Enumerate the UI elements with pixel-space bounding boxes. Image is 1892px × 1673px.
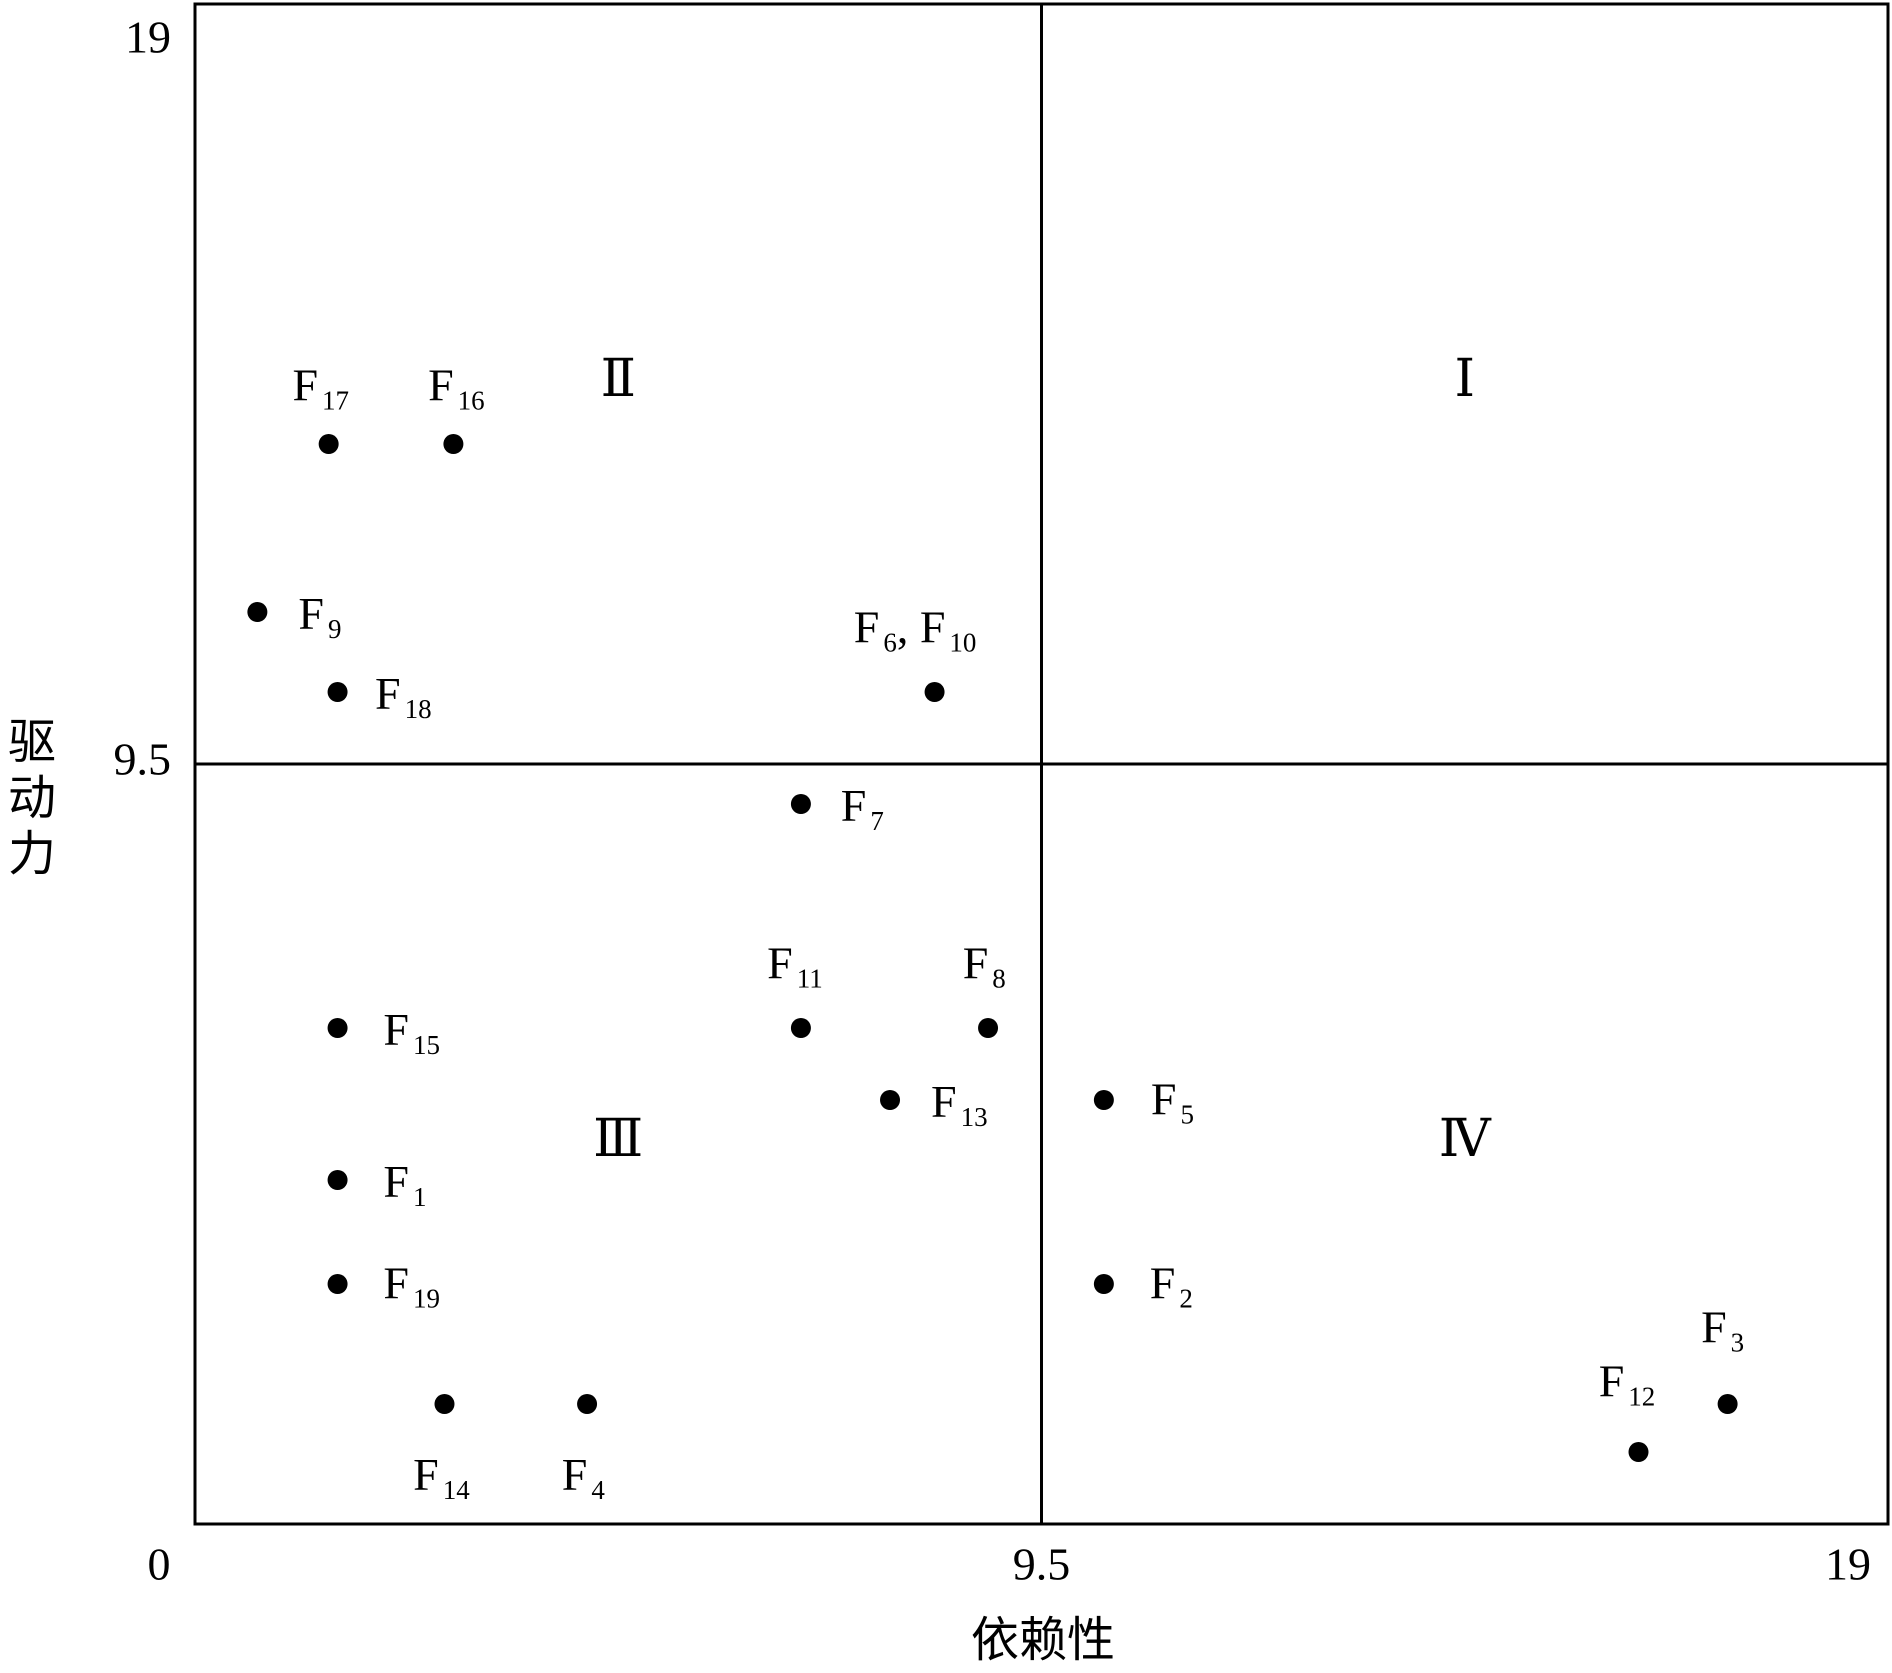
y-tick-label: 19 <box>125 12 171 63</box>
point-label: F 15 <box>383 1004 440 1061</box>
point <box>577 1394 598 1414</box>
quadrant-label: Ⅰ <box>1454 351 1475 408</box>
point-label-sub: 2 <box>1179 1284 1193 1314</box>
point <box>327 682 348 702</box>
point-label-sub: 19 <box>413 1284 440 1314</box>
point-label-sub: 14 <box>443 1475 471 1505</box>
point-label: F 18 <box>375 668 432 725</box>
point-label-sub: 17 <box>322 386 349 416</box>
point-label-main: F <box>428 359 454 410</box>
point-label-sub: 4 <box>591 1475 605 1505</box>
point-label-main: F <box>1150 1257 1176 1308</box>
point-label-sub: 15 <box>413 1030 440 1060</box>
point-label-main: F <box>841 780 867 831</box>
point-label-main: F <box>767 937 793 988</box>
point-label-main: F <box>413 1448 439 1499</box>
point-label-sub: 3 <box>1731 1328 1745 1358</box>
point-label-main: F <box>383 1156 409 1207</box>
point-label-main: F <box>963 937 989 988</box>
quadrant-label: Ⅱ <box>601 351 636 408</box>
point <box>434 1394 455 1414</box>
point <box>790 1018 811 1038</box>
y-tick-label: 9.5 <box>114 734 172 785</box>
point <box>880 1090 901 1110</box>
point-label: F 16 <box>428 359 485 416</box>
point-label-main: F <box>292 359 318 410</box>
point-label-main: F <box>1151 1073 1177 1124</box>
x-axis-title: 依赖性 <box>971 1612 1115 1668</box>
y-axis-title: 驱动力 <box>0 716 55 884</box>
point-label-main: F <box>562 1448 588 1499</box>
point-label-sub: 7 <box>870 806 884 836</box>
quadrant-label: Ⅳ <box>1439 1111 1492 1168</box>
point-label-main: F <box>854 601 880 652</box>
point-label: F 13 <box>931 1076 988 1133</box>
point-label: F 11 <box>767 937 823 994</box>
point <box>318 434 339 454</box>
point-label-main: F <box>1599 1355 1625 1406</box>
point-label: F 14 <box>413 1448 470 1505</box>
point <box>924 682 945 702</box>
point-label-sub: 11 <box>797 964 823 994</box>
point-label-main: F <box>1701 1301 1727 1352</box>
point <box>1093 1274 1114 1294</box>
point <box>1717 1394 1738 1414</box>
point <box>247 602 268 622</box>
point <box>790 794 811 814</box>
point-label-main: , F <box>897 601 946 652</box>
point-label-sub: 18 <box>405 694 432 724</box>
point-label-sub: 12 <box>1628 1382 1655 1412</box>
point <box>327 1274 348 1294</box>
point-label-sub: 13 <box>961 1102 988 1132</box>
point <box>327 1018 348 1038</box>
x-tick-label: 0 <box>148 1539 171 1590</box>
point-label-sub: 16 <box>458 386 485 416</box>
point-label-sub: 9 <box>328 614 342 644</box>
point-label: F 19 <box>383 1257 440 1314</box>
point <box>978 1018 999 1038</box>
point-label: F 12 <box>1599 1355 1656 1412</box>
point-label-main: F <box>931 1076 957 1127</box>
point-label-main: F <box>298 588 324 639</box>
point <box>1628 1442 1649 1462</box>
x-tick-label: 9.5 <box>1013 1539 1071 1590</box>
point-label-main: F <box>375 668 401 719</box>
quadrant-label: Ⅲ <box>593 1111 643 1168</box>
point-label-sub: 6 <box>883 628 897 658</box>
point-label-sub: 1 <box>413 1182 427 1212</box>
point-label-main: F <box>383 1004 409 1055</box>
point-label-sub: 8 <box>992 964 1006 994</box>
point-label-sub: 5 <box>1181 1100 1195 1130</box>
point-label-main: F <box>383 1257 409 1308</box>
point-label: F 6, F 10 <box>854 601 977 658</box>
point-label: F 17 <box>292 359 349 416</box>
point <box>443 434 464 454</box>
point-label-sub: 10 <box>949 628 976 658</box>
x-tick-label: 19 <box>1825 1539 1871 1590</box>
point <box>1093 1090 1114 1110</box>
point <box>327 1170 348 1190</box>
